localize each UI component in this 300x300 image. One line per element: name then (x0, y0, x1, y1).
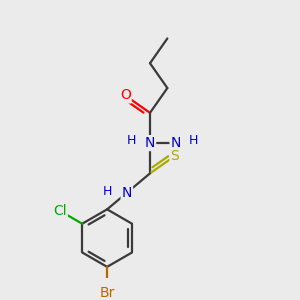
Text: Br: Br (99, 286, 115, 300)
Text: N: N (170, 136, 181, 150)
Text: S: S (170, 149, 179, 163)
Text: Cl: Cl (53, 204, 67, 218)
Text: H: H (127, 134, 136, 147)
Text: O: O (120, 88, 130, 103)
Text: N: N (145, 136, 155, 150)
Text: H: H (103, 185, 112, 198)
Text: H: H (189, 134, 199, 147)
Text: N: N (122, 186, 132, 200)
